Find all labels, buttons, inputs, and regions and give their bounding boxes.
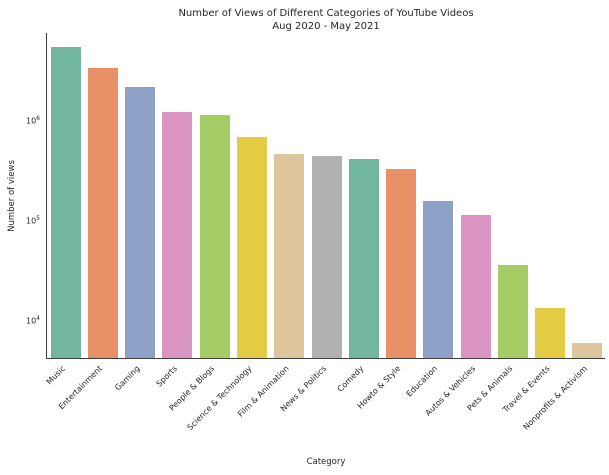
bar-film-animation (274, 154, 305, 358)
bar-sports (162, 111, 193, 358)
plot-area (46, 33, 605, 359)
bar-education (423, 200, 454, 358)
x-tick-music: Music (44, 364, 68, 387)
x-tick-nonprofits-activism: Nonprofits & Activism (521, 364, 589, 432)
bar-travel-events (535, 308, 566, 358)
chart-title-line1: Number of Views of Different Categories … (178, 8, 474, 19)
x-tick-sports: Sports (154, 364, 179, 389)
bar-autos-vehicles (460, 215, 491, 358)
bar-news-politics (311, 155, 342, 358)
x-tick-gaming: Gaming (113, 364, 142, 393)
chart-title: Number of Views of Different Categories … (47, 7, 605, 33)
bar-nonprofits-activism (572, 342, 603, 358)
y-tick-label: 106 (25, 115, 40, 126)
x-tick-education: Education (405, 364, 440, 399)
x-axis-label: Category (306, 457, 346, 467)
x-tick-comedy: Comedy (335, 364, 366, 394)
y-axis-label: Number of views (7, 160, 17, 232)
chart-title-line2: Aug 2020 - May 2021 (272, 21, 380, 32)
x-tick-science-technology: Science & Technology (185, 364, 254, 432)
y-tick-label: 104 (25, 315, 40, 326)
bar-science-technology (236, 136, 267, 358)
bar-people-blogs (199, 115, 230, 358)
bar-music (50, 47, 81, 358)
bar-entertainment (87, 68, 118, 358)
bar-comedy (348, 158, 379, 358)
bar-howto-style (386, 169, 417, 358)
bar-pets-animals (497, 264, 528, 358)
y-tick-label: 105 (25, 215, 40, 226)
bar-gaming (125, 87, 156, 358)
